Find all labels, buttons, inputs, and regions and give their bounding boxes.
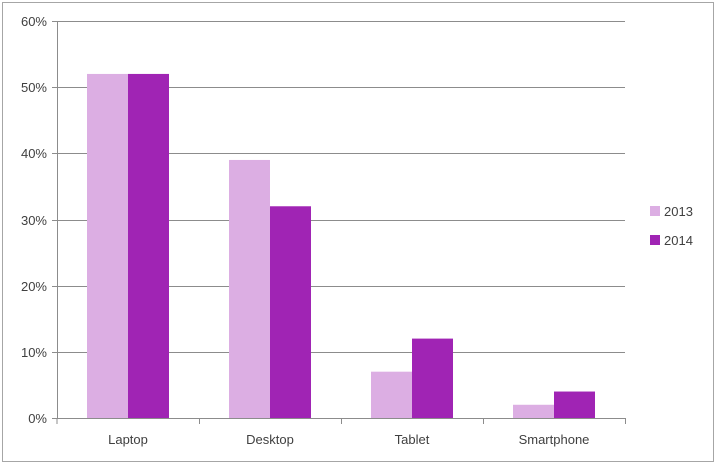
bar-2013-laptop: [87, 73, 128, 418]
y-axis-ticks: 0% 10% 20% 30% 40% 50% 60%: [21, 14, 57, 426]
x-axis-ticks: Laptop Desktop Tablet Smartphone: [108, 418, 626, 447]
y-tick-label: 0%: [28, 411, 47, 426]
bars: [87, 73, 595, 418]
bar-2013-desktop: [229, 159, 270, 418]
y-tick-label: 10%: [21, 345, 47, 360]
x-tick-label: Desktop: [246, 432, 294, 447]
x-tick-label: Tablet: [395, 432, 430, 447]
bar-2014-desktop: [270, 206, 311, 418]
x-tick-label: Laptop: [108, 432, 148, 447]
y-tick-label: 50%: [21, 80, 47, 95]
legend-swatch-2013: [650, 206, 660, 216]
legend-label-2014: 2014: [664, 233, 693, 248]
legend-swatch-2014: [650, 235, 660, 245]
y-tick-label: 30%: [21, 213, 47, 228]
bar-2014-laptop: [128, 73, 169, 418]
y-tick-label: 60%: [21, 14, 47, 29]
bar-2014-smartphone: [554, 391, 595, 418]
legend-label-2013: 2013: [664, 204, 693, 219]
bar-2013-tablet: [371, 371, 412, 418]
y-tick-label: 40%: [21, 146, 47, 161]
legend: 2013 2014: [650, 204, 693, 248]
bar-2013-smartphone: [513, 404, 554, 418]
x-tick-label: Smartphone: [519, 432, 590, 447]
y-tick-label: 20%: [21, 279, 47, 294]
bar-2014-tablet: [412, 338, 453, 418]
